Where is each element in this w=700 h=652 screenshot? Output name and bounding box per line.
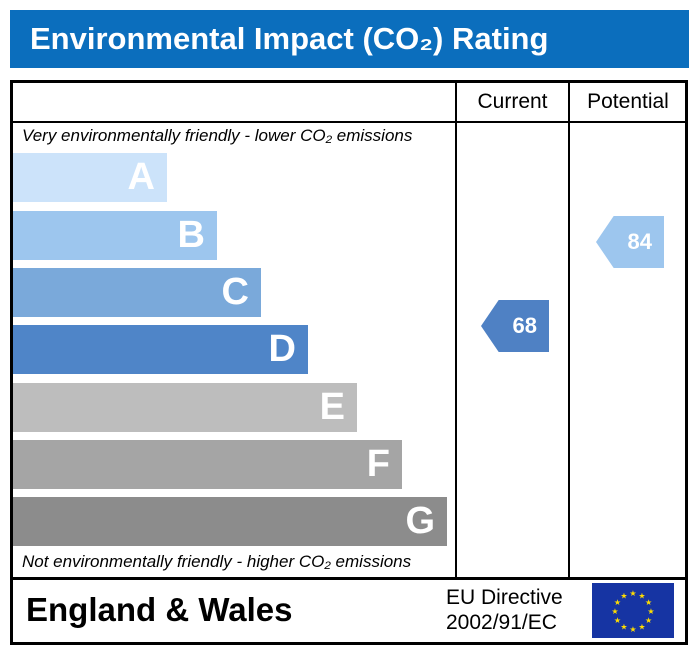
star-icon: ★ <box>645 598 652 607</box>
divider <box>10 577 688 580</box>
divider <box>455 80 457 578</box>
band-bar-f: F <box>13 440 402 489</box>
band-bar-e: E <box>13 383 357 432</box>
star-icon: ★ <box>647 607 654 616</box>
star-icon: ★ <box>629 625 636 634</box>
eu-directive: EU Directive 2002/91/EC <box>446 585 563 635</box>
band-bar-a: A <box>13 153 167 202</box>
star-icon: ★ <box>614 598 621 607</box>
star-icon: ★ <box>620 591 627 600</box>
star-icon: ★ <box>614 616 621 625</box>
divider <box>568 80 570 578</box>
star-icon: ★ <box>611 607 618 616</box>
band-bar-g: G <box>13 497 447 546</box>
band-bar-d: D <box>13 325 308 374</box>
directive-line1: EU Directive <box>446 586 563 609</box>
rating-table <box>10 80 688 645</box>
star-icon: ★ <box>638 591 645 600</box>
top-note: Very environmentally friendly - lower CO… <box>22 126 413 145</box>
divider <box>10 121 688 123</box>
band-bar-b: B <box>13 211 217 260</box>
star-icon: ★ <box>620 623 627 632</box>
directive-line2: 2002/91/EC <box>446 611 557 634</box>
potential-rating-arrow: 84 <box>596 216 664 268</box>
star-icon: ★ <box>645 616 652 625</box>
column-header-current: Current <box>477 90 548 113</box>
band-bar-c: C <box>13 268 261 317</box>
column-header-potential: Potential <box>587 90 669 113</box>
star-icon: ★ <box>629 589 636 598</box>
star-icon: ★ <box>638 623 645 632</box>
region-label: England & Wales <box>26 591 293 628</box>
bottom-note: Not environmentally friendly - higher CO… <box>22 552 412 571</box>
eu-flag-icon: ★ ★ ★ ★ ★ ★ ★ ★ ★ ★ ★ ★ <box>592 583 674 638</box>
chart-title: Environmental Impact (CO₂) Rating <box>10 10 689 68</box>
